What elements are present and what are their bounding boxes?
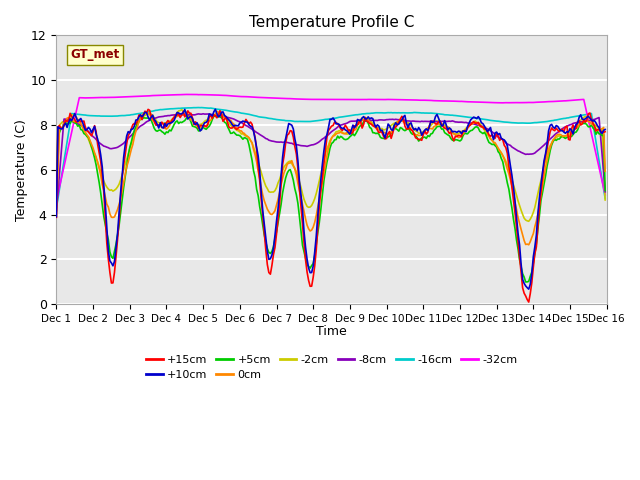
-8cm [199,111,207,117]
0cm [245,135,253,141]
-8cm [218,113,225,119]
+5cm [120,185,127,191]
+10cm [236,120,244,126]
0cm [525,242,532,248]
+15cm [52,215,60,220]
-8cm [572,120,580,126]
-16cm [195,105,202,110]
-2cm [178,107,186,113]
+10cm [211,107,219,112]
+5cm [236,133,244,139]
-2cm [52,195,60,201]
+10cm [52,214,60,219]
-2cm [574,121,582,127]
-8cm [294,142,301,148]
0cm [574,124,582,130]
+10cm [218,109,225,115]
-16cm [572,114,580,120]
-16cm [236,110,244,116]
0cm [52,214,60,220]
+15cm [144,107,152,112]
Line: -8cm: -8cm [56,114,605,211]
+15cm [525,299,532,305]
-16cm [120,113,127,119]
Y-axis label: Temperature (C): Temperature (C) [15,119,28,221]
-32cm [236,94,244,99]
-16cm [245,111,253,117]
-32cm [120,94,127,100]
0cm [218,111,225,117]
-2cm [602,197,609,203]
+5cm [602,188,609,193]
Line: -16cm: -16cm [56,108,605,208]
Line: -2cm: -2cm [56,110,605,221]
+5cm [211,113,219,119]
+5cm [294,200,301,206]
0cm [602,168,609,174]
-8cm [52,208,60,214]
+10cm [120,155,127,160]
+5cm [574,127,582,132]
+5cm [245,142,253,148]
+5cm [522,279,529,285]
-8cm [120,141,127,146]
0cm [213,108,221,114]
Line: 0cm: 0cm [56,111,605,245]
+10cm [525,286,532,292]
+5cm [218,115,225,120]
-32cm [245,94,253,100]
Line: +10cm: +10cm [56,109,605,289]
-16cm [218,107,225,112]
+5cm [52,191,60,197]
Title: Temperature Profile C: Temperature Profile C [249,15,414,30]
+15cm [294,166,301,171]
-32cm [52,198,60,204]
+15cm [574,119,582,125]
Line: -32cm: -32cm [56,95,605,201]
+10cm [574,120,582,126]
+10cm [294,158,301,164]
Text: GT_met: GT_met [70,48,120,61]
-8cm [602,189,609,195]
-32cm [186,92,193,97]
-16cm [602,196,609,202]
+15cm [602,129,609,134]
+15cm [218,110,225,116]
-32cm [602,192,609,198]
-2cm [294,174,301,180]
-32cm [218,93,225,98]
+15cm [120,162,127,168]
-16cm [52,205,60,211]
+10cm [602,127,609,132]
-32cm [294,96,301,102]
0cm [236,128,244,133]
-2cm [120,167,127,173]
+10cm [245,122,253,128]
Line: +5cm: +5cm [56,116,605,282]
-2cm [218,111,225,117]
-2cm [525,218,532,224]
0cm [120,180,127,186]
-2cm [245,135,253,141]
-8cm [245,124,253,130]
-32cm [572,97,580,103]
Line: +15cm: +15cm [56,109,605,302]
0cm [294,180,301,186]
-2cm [236,129,244,135]
+15cm [245,121,253,127]
-8cm [236,119,244,125]
-16cm [294,119,301,124]
X-axis label: Time: Time [316,325,347,338]
+15cm [236,124,244,130]
Legend: +15cm, +10cm, +5cm, 0cm, -2cm, -8cm, -16cm, -32cm: +15cm, +10cm, +5cm, 0cm, -2cm, -8cm, -16… [141,350,522,385]
